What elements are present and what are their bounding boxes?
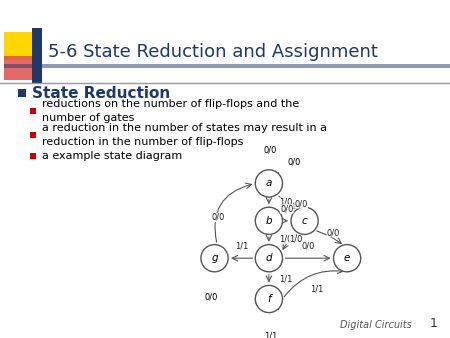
Text: a: a [266,178,272,188]
Bar [30,153,36,159]
Text: 0/0: 0/0 [264,145,277,154]
Text: 0/0: 0/0 [204,292,218,301]
Text: e: e [344,253,350,263]
Bar [18,89,26,97]
Bar [32,28,42,84]
Text: 0/0: 0/0 [211,213,225,222]
Text: 1/1: 1/1 [310,284,323,293]
Text: 0/0: 0/0 [327,228,340,237]
Circle shape [255,245,283,272]
Circle shape [255,170,283,197]
Text: 1/0: 1/0 [279,198,292,207]
Text: 0/0: 0/0 [302,242,315,251]
Circle shape [255,285,283,313]
Text: State Reduction: State Reduction [32,86,170,100]
Bar [30,132,36,138]
Text: reductions on the number of flip-flops and the
number of gates: reductions on the number of flip-flops a… [42,99,299,123]
Bar [30,108,36,114]
Text: a example state diagram: a example state diagram [42,151,182,161]
Bar [4,64,450,68]
Bar [4,56,40,80]
Text: 0/0: 0/0 [280,204,293,213]
Text: 1: 1 [430,317,438,330]
Text: 1/0: 1/0 [289,235,303,244]
Text: 0/0: 0/0 [288,158,301,166]
Circle shape [291,207,318,234]
Text: b: b [266,216,272,226]
Bar [4,32,32,60]
Text: 5-6 State Reduction and Assignment: 5-6 State Reduction and Assignment [48,43,378,61]
Circle shape [333,245,361,272]
Text: Digital Circuits: Digital Circuits [340,320,412,330]
Text: d: d [266,253,272,263]
Text: f: f [267,294,271,304]
Text: a reduction in the number of states may result in a
reduction in the number of f: a reduction in the number of states may … [42,123,327,147]
Text: 0/0: 0/0 [294,199,308,208]
Text: 1/1: 1/1 [235,242,248,251]
Text: 1/0: 1/0 [279,235,292,244]
Circle shape [201,245,228,272]
Text: c: c [302,216,307,226]
Text: g: g [211,253,218,263]
Text: 1/1: 1/1 [279,274,292,283]
Circle shape [255,207,283,234]
Text: 1/1: 1/1 [264,331,277,338]
